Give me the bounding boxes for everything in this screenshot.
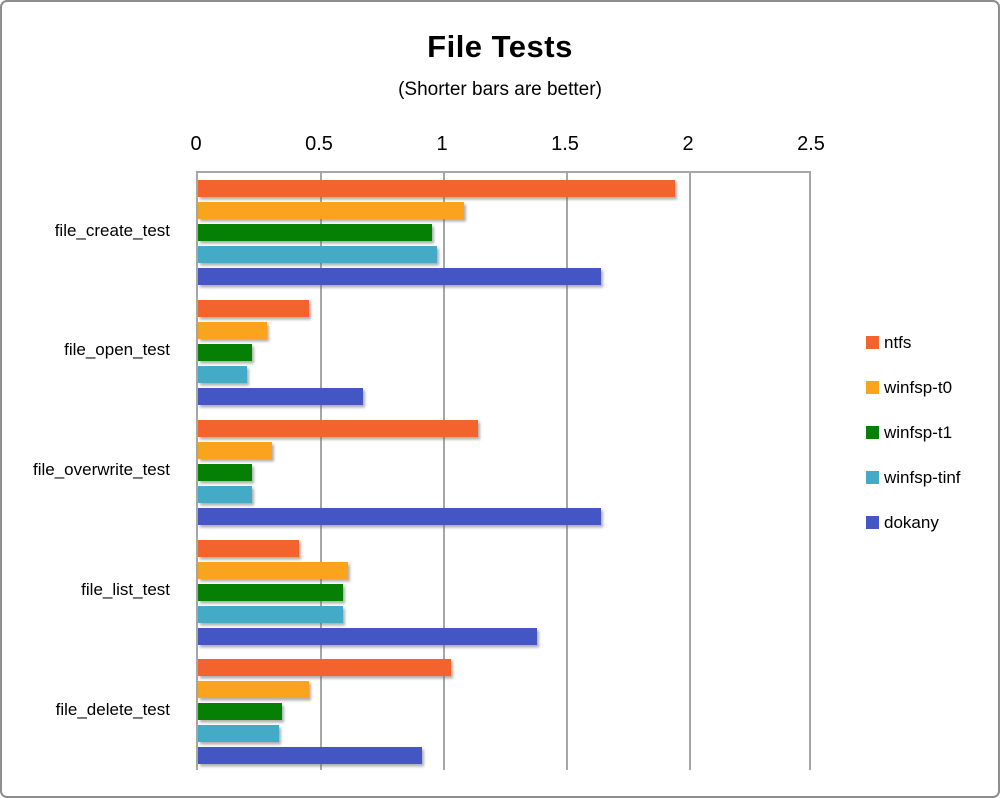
gridline <box>689 173 691 770</box>
gridline <box>320 173 322 770</box>
x-tick-label: 1.5 <box>551 133 579 155</box>
legend-swatch-icon <box>866 426 879 439</box>
chart-subtitle: (Shorter bars are better) <box>398 79 602 100</box>
legend-swatch-icon <box>866 516 879 529</box>
bar-ntfs <box>198 180 676 198</box>
category-label-file_list_test: file_list_test <box>81 580 170 600</box>
bar-winfsp-t1 <box>198 463 253 481</box>
legend-label: winfsp-tinf <box>884 467 961 487</box>
bar-winfsp-t1 <box>198 703 282 721</box>
bar-winfsp-t1 <box>198 343 253 361</box>
bar-group-file_open_test <box>198 293 809 412</box>
bar-dokany <box>198 268 602 286</box>
legend-item-ntfs: ntfs <box>866 333 961 352</box>
chart-title: File Tests <box>427 29 573 64</box>
bar-group-file_delete_test <box>198 652 809 771</box>
gridline <box>566 173 568 770</box>
category-axis: file_create_test file_open_test file_overw… <box>2 171 170 770</box>
bar-winfsp-t0 <box>198 561 349 579</box>
bar-winfsp-tinf <box>198 605 344 623</box>
bar-ntfs <box>198 299 309 317</box>
bar-group-file_create_test <box>198 173 809 292</box>
bar-winfsp-t1 <box>198 224 432 242</box>
legend-label: winfsp-t1 <box>884 422 953 442</box>
bar-winfsp-t0 <box>198 681 309 699</box>
bar-winfsp-tinf <box>198 485 253 503</box>
bar-group-file_list_test <box>198 532 809 651</box>
legend: ntfs winfsp-t0 winfsp-t1 winfsp-tinf dokany <box>866 333 961 558</box>
x-axis: 0 0.5 1 1.5 2 2.5 <box>190 133 824 161</box>
legend-label: winfsp-t0 <box>884 377 953 397</box>
bar-dokany <box>198 747 422 765</box>
bar-ntfs <box>198 539 299 557</box>
category-label-file_create_test: file_create_test <box>54 220 170 240</box>
legend-swatch-icon <box>866 381 879 394</box>
bar-winfsp-tinf <box>198 246 437 264</box>
legend-item-winfsp-t1: winfsp-t1 <box>866 423 961 442</box>
bar-winfsp-t0 <box>198 202 464 220</box>
bar-dokany <box>198 627 538 645</box>
bar-dokany <box>198 387 363 405</box>
bar-ntfs <box>198 659 452 677</box>
bar-winfsp-tinf <box>198 725 280 743</box>
bar-winfsp-t1 <box>198 583 344 601</box>
x-tick-label: 1 <box>436 133 448 155</box>
bar-winfsp-t0 <box>198 321 267 339</box>
x-tick-label: 2 <box>682 133 694 155</box>
category-label-file_open_test: file_open_test <box>64 340 170 360</box>
category-label-file_delete_test: file_delete_test <box>55 699 170 719</box>
legend-item-winfsp-tinf: winfsp-tinf <box>866 468 961 487</box>
plot-area <box>196 171 811 770</box>
x-tick-label: 0 <box>190 133 202 155</box>
bar-dokany <box>198 507 602 525</box>
x-tick-label: 2.5 <box>797 133 825 155</box>
category-label-file_overwrite_test: file_overwrite_test <box>32 460 170 480</box>
legend-label: ntfs <box>884 332 912 352</box>
bar-winfsp-tinf <box>198 365 248 383</box>
gridline <box>443 173 445 770</box>
bar-winfsp-t0 <box>198 441 272 459</box>
legend-item-winfsp-t0: winfsp-t0 <box>866 378 961 397</box>
legend-item-dokany: dokany <box>866 513 961 532</box>
legend-swatch-icon <box>866 471 879 484</box>
legend-swatch-icon <box>866 336 879 349</box>
bar-group-file_overwrite_test <box>198 413 809 532</box>
x-tick-label: 0.5 <box>305 133 333 155</box>
bar-ntfs <box>198 419 479 437</box>
legend-label: dokany <box>884 512 939 532</box>
